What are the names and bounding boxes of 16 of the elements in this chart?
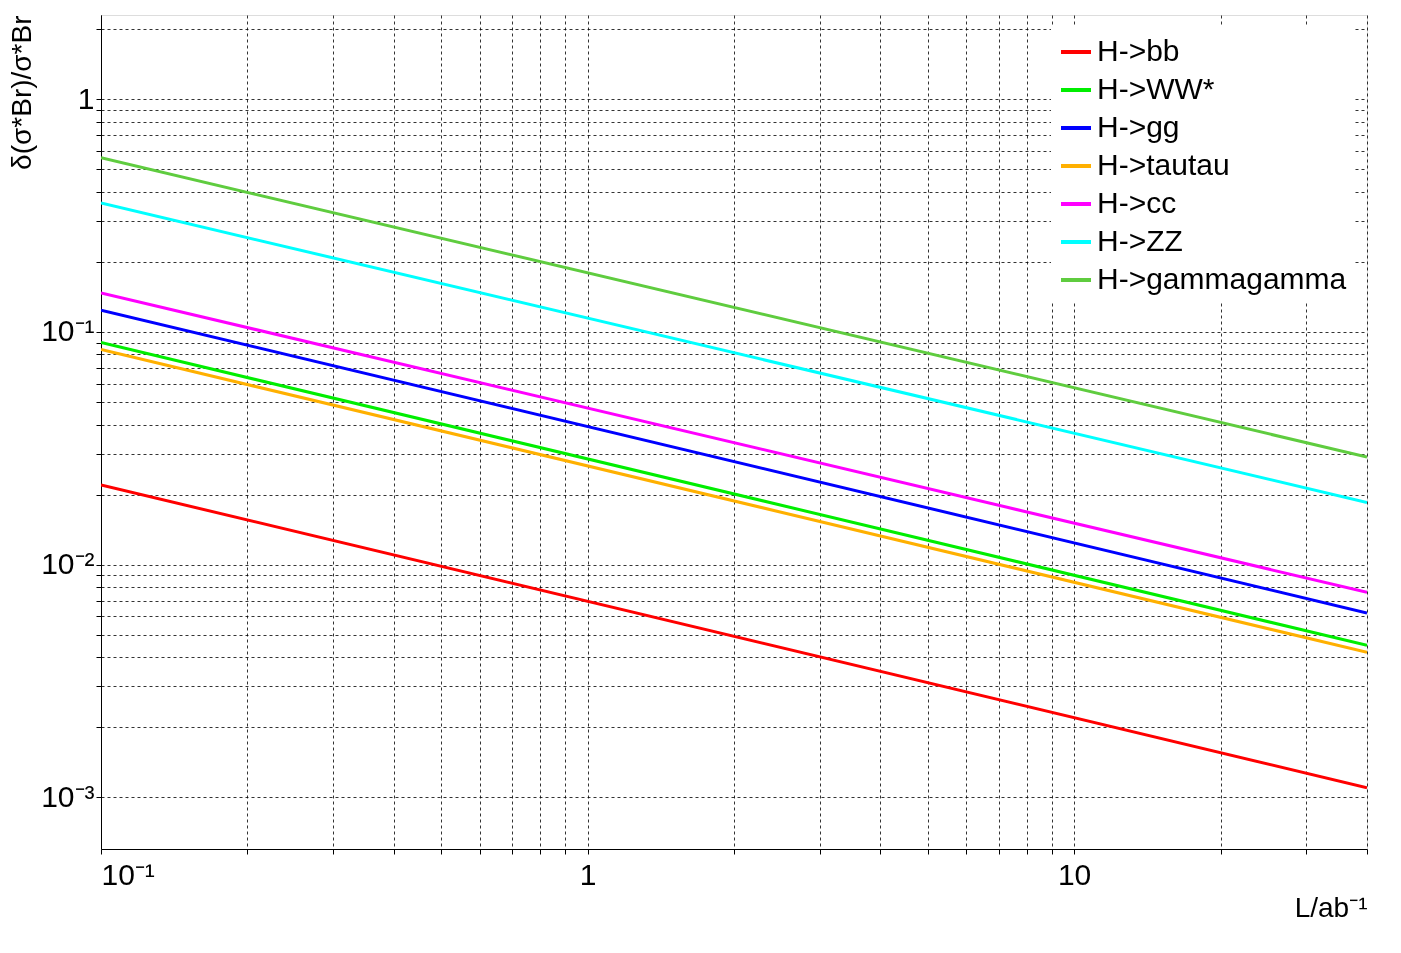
x-tick-label: 1 <box>579 857 597 891</box>
legend-label: H->cc <box>1097 186 1177 219</box>
y-tick-label: 10⁻² <box>41 547 95 581</box>
y-axis-title: δ(σ*Br)/σ*Br <box>6 15 38 170</box>
legend-label: H->WW* <box>1097 72 1215 105</box>
legend-label: H->gammagamma <box>1097 262 1347 295</box>
legend-label: H->gg <box>1097 110 1180 143</box>
legend-label: H->ZZ <box>1097 224 1183 257</box>
x-tick-label: 10⁻¹ <box>101 857 155 891</box>
x-tick-label: 10 <box>1057 857 1092 891</box>
y-tick-label: 10⁻³ <box>41 779 95 813</box>
legend-label: H->tautau <box>1097 148 1230 181</box>
y-tick-label: 1 <box>77 81 95 115</box>
legend-label: H->bb <box>1097 34 1180 67</box>
y-tick-label: 10⁻¹ <box>41 314 95 348</box>
x-axis-title: L/ab⁻¹ <box>1294 891 1368 923</box>
